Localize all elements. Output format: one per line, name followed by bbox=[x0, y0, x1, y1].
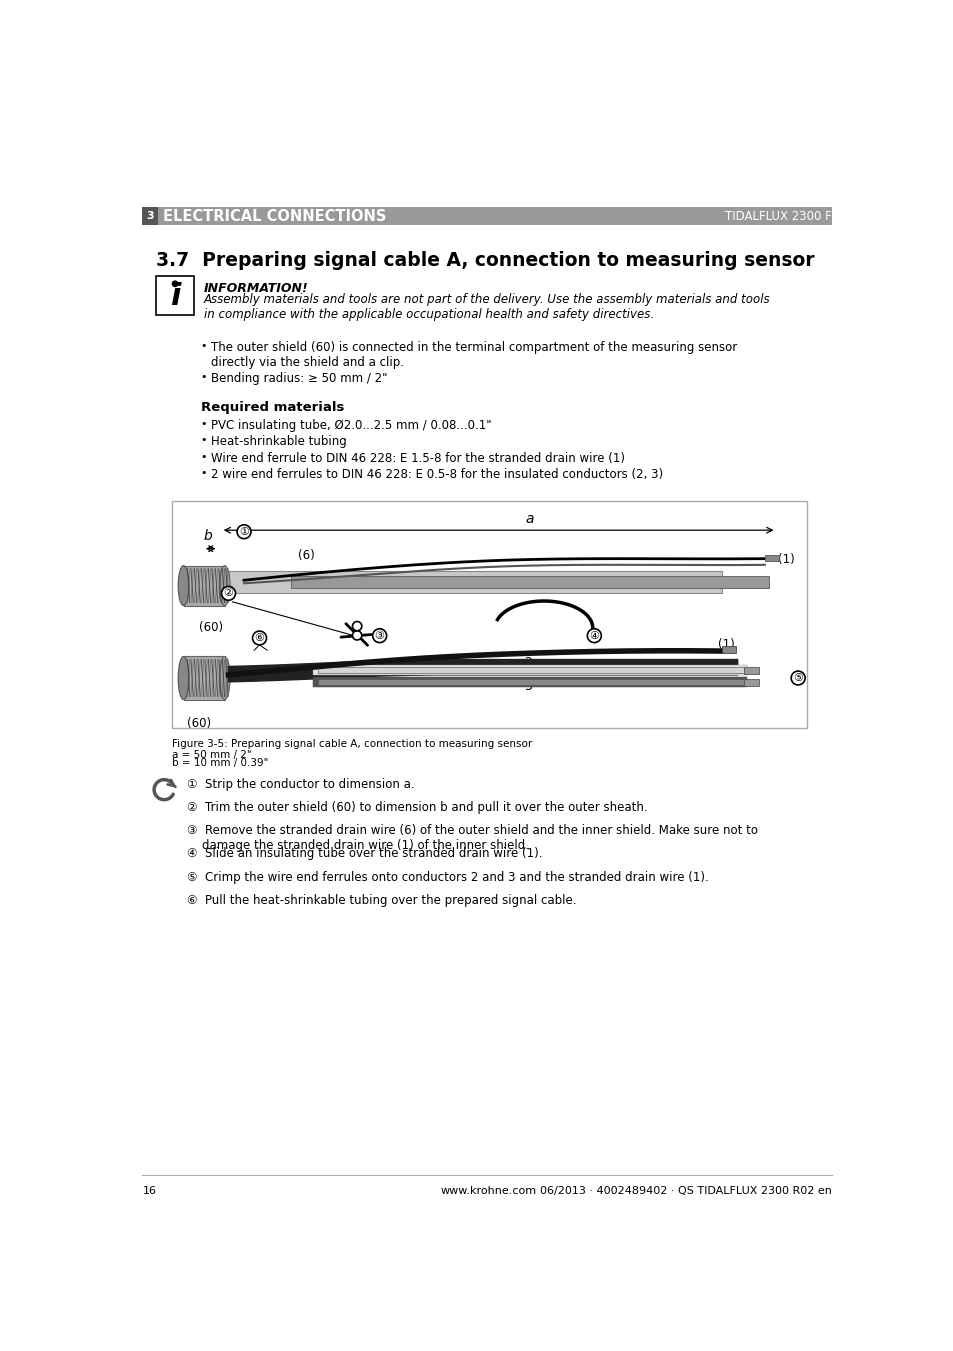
Bar bbox=[317, 667, 743, 673]
Circle shape bbox=[172, 281, 177, 286]
Bar bbox=[155, 276, 194, 315]
Text: (6): (6) bbox=[298, 550, 314, 562]
Text: Figure 3-5: Preparing signal cable A, connection to measuring sensor: Figure 3-5: Preparing signal cable A, co… bbox=[172, 739, 532, 748]
Text: •: • bbox=[200, 419, 207, 430]
Ellipse shape bbox=[178, 657, 189, 700]
Circle shape bbox=[373, 628, 386, 643]
Text: a = 50 mm / 2": a = 50 mm / 2" bbox=[172, 750, 252, 759]
Text: ⑤  Crimp the wire end ferrules onto conductors 2 and 3 and the stranded drain wi: ⑤ Crimp the wire end ferrules onto condu… bbox=[187, 870, 708, 884]
Text: 16: 16 bbox=[142, 1186, 156, 1196]
Text: www.krohne.com: www.krohne.com bbox=[440, 1186, 537, 1196]
Text: ①: ① bbox=[239, 527, 249, 536]
Circle shape bbox=[221, 586, 235, 600]
Bar bbox=[142, 207, 158, 226]
Text: •: • bbox=[200, 340, 207, 351]
Text: •: • bbox=[200, 435, 207, 446]
Circle shape bbox=[790, 671, 804, 685]
Text: ④: ④ bbox=[589, 631, 598, 640]
Ellipse shape bbox=[219, 657, 230, 700]
Bar bbox=[743, 678, 759, 686]
Ellipse shape bbox=[219, 566, 230, 605]
Bar bbox=[229, 571, 721, 593]
Text: ④  Slide an insulating tube over the stranded drain wire (1).: ④ Slide an insulating tube over the stra… bbox=[187, 847, 542, 861]
Text: b: b bbox=[204, 530, 213, 543]
Text: 2: 2 bbox=[523, 655, 531, 669]
Ellipse shape bbox=[178, 566, 189, 605]
Text: 3: 3 bbox=[523, 680, 531, 693]
Polygon shape bbox=[229, 659, 737, 682]
Text: ②  Trim the outer shield (60) to dimension b and pull it over the outer sheath.: ② Trim the outer shield (60) to dimensio… bbox=[187, 801, 647, 815]
Text: (1): (1) bbox=[778, 553, 794, 566]
Text: ⑤: ⑤ bbox=[792, 673, 802, 684]
Circle shape bbox=[352, 621, 361, 631]
Text: ①  Strip the conductor to dimension a.: ① Strip the conductor to dimension a. bbox=[187, 778, 415, 792]
Bar bbox=[172, 501, 806, 728]
Bar bbox=[183, 566, 224, 605]
Text: 06/2013 · 4002489402 · QS TIDALFLUX 2300 R02 en: 06/2013 · 4002489402 · QS TIDALFLUX 2300… bbox=[539, 1186, 831, 1196]
Text: ②: ② bbox=[223, 588, 233, 598]
Text: (1): (1) bbox=[718, 638, 735, 651]
Text: 3.7  Preparing signal cable A, connection to measuring sensor: 3.7 Preparing signal cable A, connection… bbox=[155, 251, 814, 270]
Circle shape bbox=[253, 631, 266, 644]
Text: ③: ③ bbox=[375, 631, 384, 640]
Text: Heat-shrinkable tubing: Heat-shrinkable tubing bbox=[211, 435, 346, 449]
Text: •: • bbox=[200, 467, 207, 478]
Text: ELECTRICAL CONNECTIONS: ELECTRICAL CONNECTIONS bbox=[163, 208, 386, 223]
Text: (60): (60) bbox=[187, 716, 212, 730]
Text: Wire end ferrule to DIN 46 228: E 1.5-8 for the stranded drain wire (1): Wire end ferrule to DIN 46 228: E 1.5-8 … bbox=[211, 451, 624, 465]
Text: TIDALFLUX 2300 F: TIDALFLUX 2300 F bbox=[724, 209, 831, 223]
Text: INFORMATION!: INFORMATION! bbox=[204, 282, 308, 296]
Circle shape bbox=[352, 631, 361, 640]
Text: Bending radius: ≥ 50 mm / 2": Bending radius: ≥ 50 mm / 2" bbox=[211, 373, 387, 385]
Text: i: i bbox=[170, 281, 180, 311]
Bar bbox=[764, 555, 778, 561]
Text: b = 10 mm / 0.39": b = 10 mm / 0.39" bbox=[172, 758, 268, 769]
Text: Assembly materials and tools are not part of the delivery. Use the assembly mate: Assembly materials and tools are not par… bbox=[204, 293, 769, 322]
Text: ⑥  Pull the heat-shrinkable tubing over the prepared signal cable.: ⑥ Pull the heat-shrinkable tubing over t… bbox=[187, 893, 577, 907]
Bar bbox=[291, 576, 768, 588]
Text: ⑥: ⑥ bbox=[254, 634, 264, 643]
Text: •: • bbox=[200, 451, 207, 462]
Bar bbox=[743, 667, 759, 674]
Text: PVC insulating tube, Ø2.0...2.5 mm / 0.08...0.1": PVC insulating tube, Ø2.0...2.5 mm / 0.0… bbox=[211, 419, 491, 432]
Text: (60): (60) bbox=[199, 621, 223, 634]
Circle shape bbox=[236, 524, 251, 539]
Circle shape bbox=[587, 628, 600, 643]
Bar bbox=[142, 207, 831, 226]
Bar bbox=[721, 646, 736, 654]
Text: ③  Remove the stranded drain wire (6) of the outer shield and the inner shield. : ③ Remove the stranded drain wire (6) of … bbox=[187, 824, 758, 852]
Text: The outer shield (60) is connected in the terminal compartment of the measuring : The outer shield (60) is connected in th… bbox=[211, 340, 736, 369]
Text: 3: 3 bbox=[146, 211, 153, 222]
Text: 2 wire end ferrules to DIN 46 228: E 0.5-8 for the insulated conductors (2, 3): 2 wire end ferrules to DIN 46 228: E 0.5… bbox=[211, 467, 662, 481]
Bar bbox=[317, 678, 743, 685]
Bar bbox=[183, 657, 224, 700]
Text: Required materials: Required materials bbox=[200, 401, 344, 413]
Text: a: a bbox=[525, 512, 534, 526]
Text: •: • bbox=[200, 373, 207, 382]
